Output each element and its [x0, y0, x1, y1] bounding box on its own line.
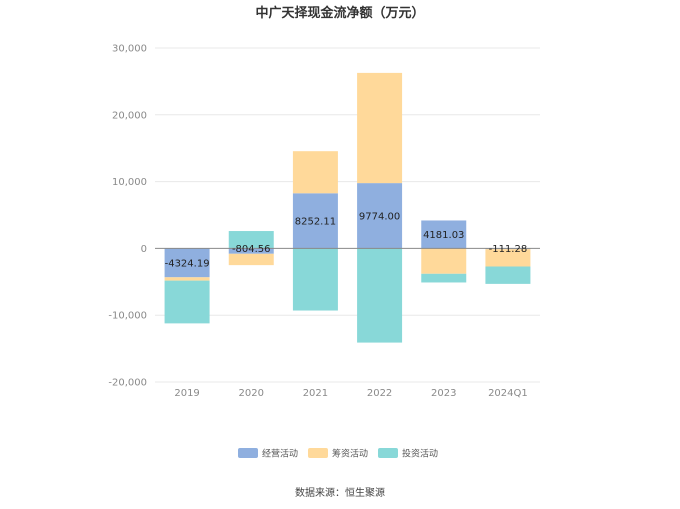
- bar-segment[interactable]: [164, 280, 210, 324]
- legend-swatch: [238, 448, 258, 458]
- bar-segment[interactable]: [485, 249, 531, 267]
- bar-segment[interactable]: [292, 151, 338, 194]
- bar-segment[interactable]: [357, 72, 403, 184]
- data-label: 9774.00: [359, 211, 400, 222]
- legend-swatch: [378, 448, 398, 458]
- bar-segment[interactable]: [421, 273, 467, 283]
- bar-segment[interactable]: [292, 193, 338, 249]
- data-label: -804.56: [232, 244, 271, 255]
- bar-segment[interactable]: [421, 220, 467, 249]
- data-label: 8252.11: [295, 216, 336, 227]
- x-tick-label: 2020: [239, 388, 264, 399]
- legend-label[interactable]: 筹资活动: [332, 448, 368, 460]
- bar-segment[interactable]: [357, 183, 403, 249]
- y-tick-label: 30,000: [112, 44, 147, 55]
- y-tick-label: -10,000: [108, 311, 147, 322]
- data-label: -4324.19: [165, 258, 210, 269]
- data-label: -111.28: [489, 244, 528, 255]
- data-labels: -4324.19 -804.56 8252.11 9774.00 4181.03 -111…: [165, 211, 528, 269]
- bar-segment[interactable]: [228, 231, 274, 249]
- bar-segment[interactable]: [292, 248, 338, 311]
- x-tick-label: 2021: [303, 388, 328, 399]
- bar-segment[interactable]: [164, 277, 210, 281]
- y-axis-labels: 30,000 20,000 10,000 0 -10,000 -20,000: [108, 44, 147, 389]
- data-label: 4181.03: [423, 230, 464, 241]
- bars-group: [164, 72, 531, 343]
- source-note: 数据来源：恒生聚源: [295, 486, 385, 499]
- bar-segment[interactable]: [164, 248, 210, 278]
- y-tick-label: 0: [141, 244, 147, 255]
- x-axis-labels: 2019 2020 2021 2022 2023 2024Q1: [174, 388, 527, 399]
- legend-label[interactable]: 投资活动: [402, 448, 438, 460]
- legend-swatch: [308, 448, 328, 458]
- legend[interactable]: 经营活动 筹资活动 投资活动: [238, 448, 438, 460]
- x-tick-label: 2023: [431, 388, 456, 399]
- gridlines: [155, 47, 540, 383]
- y-tick-label: 10,000: [112, 177, 147, 188]
- y-tick-label: 20,000: [112, 110, 147, 121]
- x-tick-label: 2019: [174, 388, 199, 399]
- chart-title: 中广天择现金流净额（万元）: [255, 5, 424, 21]
- bar-segment[interactable]: [421, 248, 467, 274]
- bar-segment[interactable]: [228, 248, 274, 254]
- bar-segment[interactable]: [228, 253, 274, 266]
- legend-label[interactable]: 经营活动: [262, 448, 298, 460]
- bar-segment[interactable]: [485, 266, 531, 284]
- x-tick-label: 2024Q1: [488, 388, 528, 399]
- bar-segment[interactable]: [357, 248, 403, 343]
- x-tick-label: 2022: [367, 388, 392, 399]
- y-tick-label: -20,000: [108, 378, 147, 389]
